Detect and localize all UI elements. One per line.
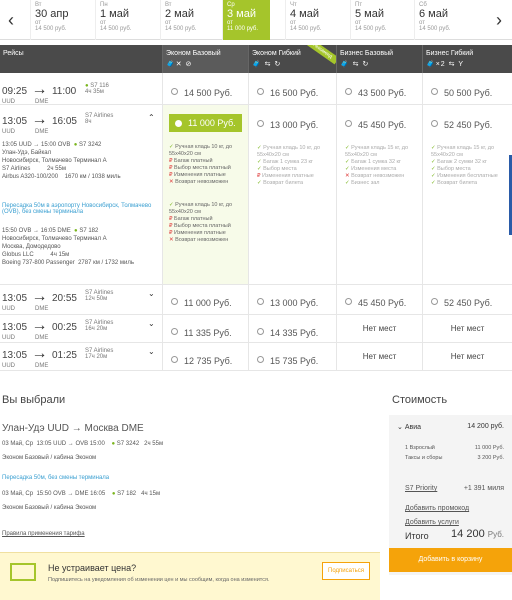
selected-summary: Улан-Удэ UUD → Москва DME 03 Май, Ср 13:…: [2, 423, 164, 537]
date-tab[interactable]: Пн 1 май от 14 500 руб.: [95, 0, 153, 40]
transfer-note: Пересадка 50м в аэропорту Новосибирск, Т…: [2, 203, 152, 215]
expand-icon[interactable]: ⌄: [148, 319, 155, 328]
s7-priority-link[interactable]: S7 Priority: [405, 485, 438, 492]
arrow-icon: →: [31, 111, 48, 128]
col-bus-base[interactable]: Бизнес Базовый 🧳 ⇆ ↻: [336, 45, 422, 73]
segment-1: 13:05 UUD → 15:00 OVB ● S7 3242 Улан-Удэ…: [2, 142, 121, 180]
subscribe-button[interactable]: Подписаться: [322, 562, 370, 580]
flight-row[interactable]: 13:05 → 00:25 UUD DME S7 Airlines 16ч 20м …: [0, 315, 512, 343]
fare-icons: 🧳✕ ⊘: [166, 61, 193, 68]
flight-row[interactable]: 09:25 → 11:00 UUD DME ● S7 116 4ч 35м 14 …: [0, 73, 512, 105]
fare-radio-selected[interactable]: [175, 120, 182, 128]
chevron-icon[interactable]: ⌄: [397, 424, 403, 431]
date-tab[interactable]: Вт 30 апр от 14 500 руб.: [30, 0, 88, 40]
feedback-tab[interactable]: [509, 155, 512, 235]
section-title: Вы выбрали: [2, 394, 66, 406]
fare-table-header: Рейсы Эконом Базовый 🧳✕ ⊘ Эконом Гибкий 🧳 …: [0, 45, 512, 73]
expand-icon[interactable]: ⌄: [148, 289, 155, 298]
date-tab[interactable]: Чт 4 май от 14 500 руб.: [285, 0, 343, 40]
flight-row[interactable]: 13:05 → 01:25 UUD DME S7 Airlines 17ч 20м …: [0, 343, 512, 371]
fare-icons: 🧳 ⇆ ↻: [340, 61, 370, 68]
s7-logo-icon: ●: [73, 142, 78, 148]
fare-radio[interactable]: [345, 88, 352, 96]
date-tab[interactable]: Пт 5 май от 14 500 руб.: [350, 0, 408, 40]
arrow-icon: →: [31, 81, 48, 98]
fare-radio[interactable]: [431, 88, 438, 96]
price-alert-banner: Не устраивает цена? Подпишитесь на уведо…: [0, 552, 380, 600]
col-flights: Рейсы: [3, 50, 24, 57]
add-services-link[interactable]: Добавить услуги: [405, 519, 459, 526]
col-econ-base[interactable]: Эконом Базовый 🧳✕ ⊘: [162, 45, 248, 73]
fare-rules-link[interactable]: Правила применения тарифа: [2, 531, 85, 537]
flight-row[interactable]: 13:05 → 20:55 UUD DME S7 Airlines 12ч 50м …: [0, 285, 512, 315]
next-dates-button[interactable]: ›: [496, 10, 502, 30]
col-bus-flex[interactable]: Бизнес Гибкий 🧳×2 ⇆ Y: [422, 45, 512, 73]
date-tab[interactable]: Вт 2 май от 14 500 руб.: [160, 0, 218, 40]
add-to-cart-button[interactable]: Добавить в корзину: [389, 548, 512, 572]
expand-icon[interactable]: ⌄: [148, 347, 155, 356]
flight-row-expanded[interactable]: 13:05 → 16:05 UUD DME S7 Airlines 8ч ⌃ 13…: [0, 105, 512, 285]
prev-dates-button[interactable]: ‹: [8, 10, 14, 30]
date-bar: ‹ Вт 30 апр от 14 500 руб. Пн 1 май от 1…: [0, 0, 512, 40]
fare-radio[interactable]: [257, 120, 264, 128]
fare-radio[interactable]: [257, 88, 264, 96]
fare-radio[interactable]: [171, 88, 178, 96]
envelope-icon: [10, 563, 36, 581]
s7-logo-icon: ●: [85, 83, 89, 89]
cost-title: Стоимость: [392, 394, 448, 406]
s7-logo-icon: ●: [74, 228, 78, 234]
selected-fare[interactable]: 11 000 Руб.: [169, 114, 242, 132]
fare-radio[interactable]: [431, 120, 438, 128]
segment-2: 15:50 OVB → 16:05 DME ● S7 182 Новосибир…: [2, 228, 134, 266]
fare-icons: 🧳 ⇆ ↻: [252, 61, 282, 68]
date-tab[interactable]: Сб 6 май от 14 500 руб.: [414, 0, 472, 40]
promo-code-link[interactable]: Добавить промокод: [405, 505, 470, 512]
collapse-icon[interactable]: ⌃: [148, 113, 155, 122]
col-econ-flex[interactable]: Эконом Гибкий 🧳 ⇆ ↻ Рекоменд: [248, 45, 336, 73]
fare-radio[interactable]: [345, 120, 352, 128]
fare-icons: 🧳×2 ⇆ Y: [426, 61, 464, 68]
date-tab-selected[interactable]: Ср 3 май от 11 000 руб.: [222, 0, 270, 40]
